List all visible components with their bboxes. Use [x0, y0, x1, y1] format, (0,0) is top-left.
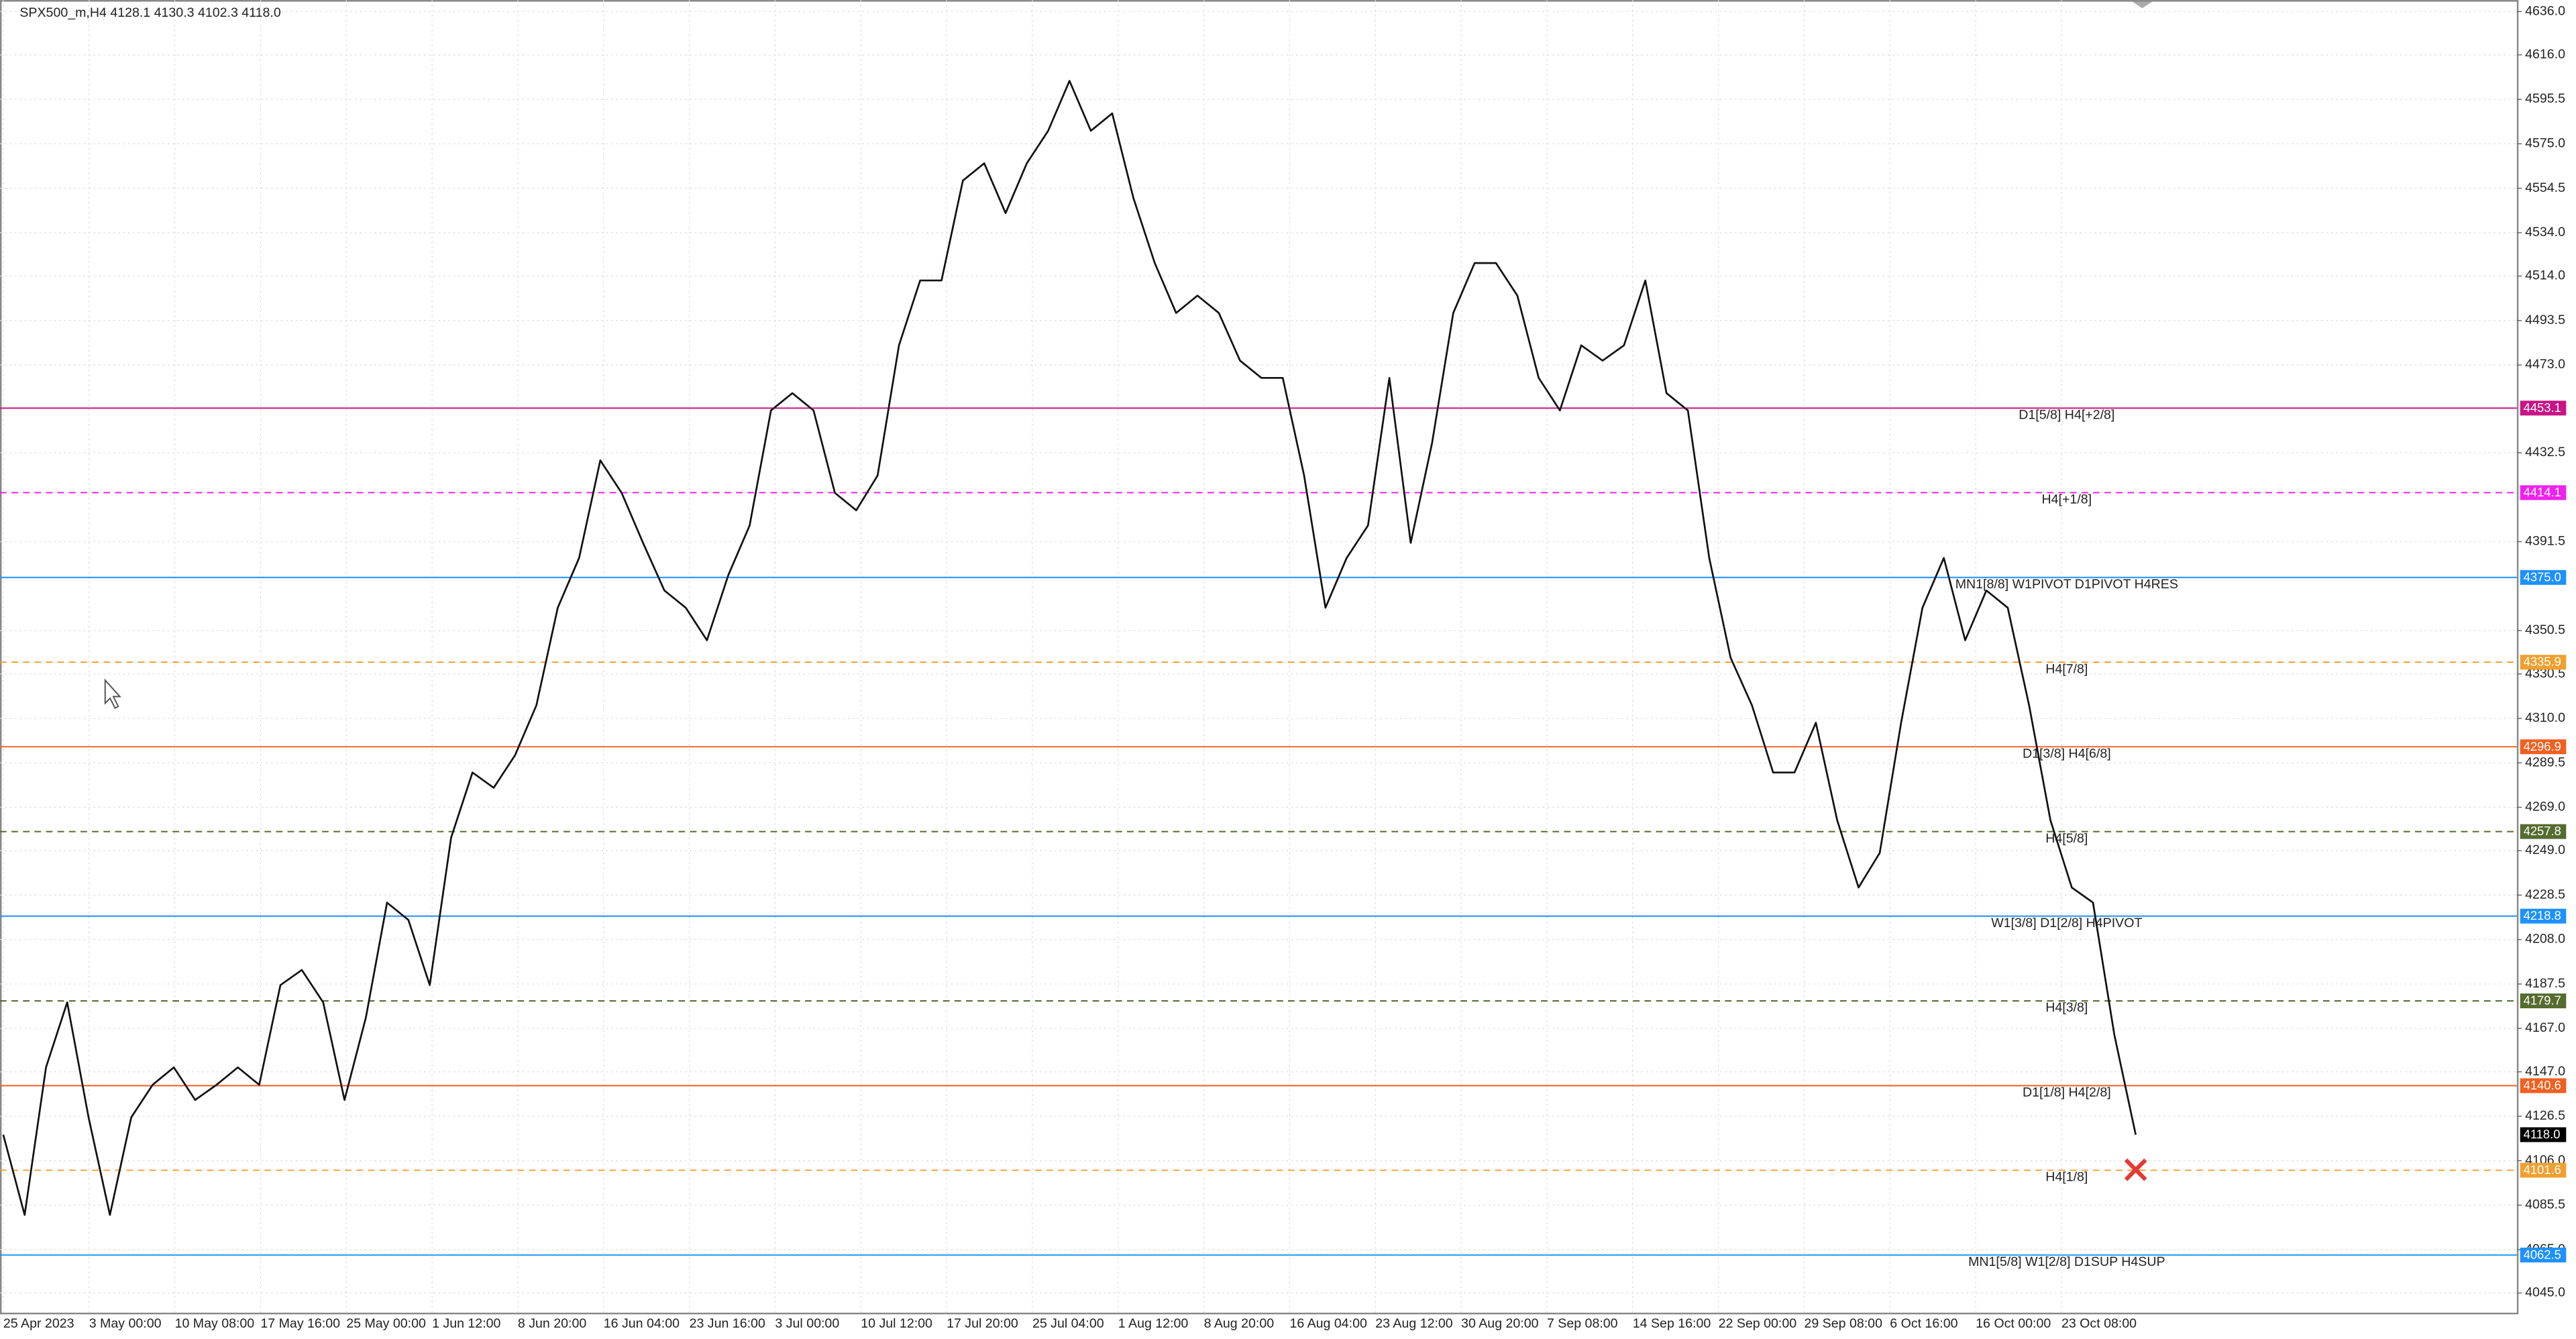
plot-frame: [0, 0, 2519, 1315]
y-tick-label: 4432.5: [2525, 445, 2565, 460]
mouse-cursor: [104, 678, 121, 709]
time-label: 22 Sep 00:00: [1719, 1316, 1797, 1331]
level-tag-text: 4101.6: [2524, 1163, 2561, 1177]
level-tag-text: 4257.8: [2524, 824, 2561, 838]
y-tick-label: 4391.5: [2525, 534, 2565, 549]
level-label: H4[+1/8]: [2042, 492, 2092, 507]
level-tag-box: [2520, 400, 2567, 416]
level-tag-text: 4453.1: [2524, 400, 2561, 415]
y-tick-label: 4167.0: [2525, 1020, 2565, 1035]
y-tick-label: 4269.0: [2525, 800, 2565, 814]
time-label: 25 Jul 04:00: [1032, 1316, 1104, 1331]
y-tick-label: 4493.5: [2525, 313, 2565, 327]
price-series: [2, 80, 2137, 1216]
y-tick-label: 4575.0: [2525, 136, 2565, 151]
time-label: 8 Aug 20:00: [1204, 1316, 1275, 1331]
y-tick-label: 4228.5: [2525, 887, 2565, 902]
level-tag-box: [2520, 570, 2567, 585]
time-label: 23 Aug 12:00: [1375, 1316, 1453, 1331]
time-label: 17 May 16:00: [260, 1316, 340, 1331]
level-tag-text: 4375.0: [2524, 570, 2561, 584]
time-label: 1 Aug 12:00: [1118, 1316, 1189, 1331]
current-price-tag-text: 4118.0: [2524, 1127, 2561, 1141]
y-tick-label: 4208.0: [2525, 932, 2565, 947]
y-tick-label: 4045.0: [2525, 1285, 2565, 1300]
level-tag-box: [2520, 739, 2567, 755]
level-tag-box: [2520, 993, 2567, 1009]
time-label: 25 May 00:00: [346, 1316, 426, 1331]
time-label: 7 Sep 08:00: [1547, 1316, 1618, 1331]
y-tick-label: 4310.0: [2525, 710, 2565, 725]
time-label: 30 Aug 20:00: [1461, 1316, 1539, 1331]
y-tick-label: 4350.5: [2525, 623, 2565, 637]
time-label: 1 Jun 12:00: [432, 1316, 500, 1331]
level-tag-text: 4414.1: [2524, 485, 2561, 499]
y-tick-label: 4534.0: [2525, 225, 2565, 239]
level-tag-text: 4062.5: [2524, 1247, 2561, 1261]
chart-header: SPX500_m,H4 4128.1 4130.3 4102.3 4118.0: [19, 5, 280, 20]
y-tick-label: 4473.0: [2525, 357, 2565, 372]
time-label: 8 Jun 20:00: [518, 1316, 586, 1331]
level-tag-text: 4335.9: [2524, 655, 2561, 669]
y-tick-label: 4187.5: [2525, 976, 2565, 991]
time-label: 6 Oct 16:00: [1890, 1316, 1957, 1331]
level-label: H4[1/8]: [2045, 1170, 2088, 1185]
level-label: H4[5/8]: [2045, 831, 2088, 846]
level-label: H4[7/8]: [2045, 661, 2088, 676]
level-tag-text: 4140.6: [2524, 1078, 2561, 1092]
y-tick-label: 4636.0: [2525, 3, 2565, 18]
time-label: 25 Apr 2023: [3, 1316, 74, 1331]
level-tag-box: [2520, 908, 2567, 924]
level-tag-box: [2520, 1078, 2567, 1093]
level-label: MN1[5/8] W1[2/8] D1SUP H4SUP: [1968, 1254, 2165, 1269]
level-label: D1[5/8] H4[+2/8]: [2019, 408, 2114, 423]
level-tag-box: [2520, 1247, 2567, 1263]
level-tag-box: [2520, 485, 2567, 500]
level-tag-text: 4218.8: [2524, 908, 2561, 922]
level-label: W1[3/8] D1[2/8] H4PIVOT: [1991, 916, 2142, 930]
price-axis: 4636.0 4616.0 4595.5 4575.0 4554.5 4534.0 4514…: [3, 3, 2567, 1331]
y-tick-label: 4085.5: [2525, 1197, 2565, 1212]
level-tag-box: [2520, 655, 2567, 670]
time-label: 23 Oct 08:00: [2061, 1316, 2137, 1331]
time-label: 16 Jun 04:00: [604, 1316, 680, 1331]
level-label: D1[3/8] H4[6/8]: [2023, 746, 2111, 761]
time-label: 3 Jul 00:00: [775, 1316, 839, 1331]
level-label: D1[1/8] H4[2/8]: [2023, 1085, 2111, 1100]
time-label: 29 Sep 08:00: [1804, 1316, 1882, 1331]
level-tag-text: 4296.9: [2524, 739, 2561, 753]
level-tag-text: 4179.7: [2524, 994, 2561, 1008]
time-label: 14 Sep 16:00: [1633, 1316, 1711, 1331]
y-tick-label: 4289.5: [2525, 755, 2565, 769]
y-tick-label: 4514.0: [2525, 268, 2565, 283]
y-tick-label: 4126.5: [2525, 1108, 2565, 1123]
levels: D1[5/8] H4[+2/8] H4[+1/8] MN1[8/8] W1PIVOT…: [0, 407, 2517, 1269]
price-line: [2, 80, 2137, 1216]
y-tick-label: 4616.0: [2525, 47, 2565, 62]
y-tick-label: 4249.0: [2525, 843, 2565, 857]
y-tick-label: 4554.5: [2525, 180, 2565, 195]
time-label: 10 May 08:00: [175, 1316, 255, 1331]
level-label: H4[3/8]: [2045, 1000, 2088, 1015]
level-tag-box: [2520, 1163, 2567, 1178]
time-label: 16 Oct 00:00: [1976, 1316, 2051, 1331]
time-label: 3 May 00:00: [89, 1316, 162, 1331]
level-label: MN1[8/8] W1PIVOT D1PIVOT H4RES: [1955, 577, 2178, 592]
time-label: 23 Jun 16:00: [690, 1316, 765, 1331]
close-marker: [2124, 1158, 2147, 1181]
y-tick-label: 4330.5: [2525, 666, 2565, 681]
y-tick-label: 4147.0: [2525, 1064, 2565, 1079]
grid: [0, 0, 2517, 1315]
time-label: 16 Aug 04:00: [1289, 1316, 1367, 1331]
current-price-tag-box: [2520, 1127, 2567, 1142]
time-label: 17 Jul 20:00: [947, 1316, 1018, 1331]
y-tick-label: 4595.5: [2525, 91, 2565, 106]
level-tag-box: [2520, 824, 2567, 839]
shift-marker: [2132, 1, 2153, 9]
time-label: 10 Jul 12:00: [861, 1316, 932, 1331]
